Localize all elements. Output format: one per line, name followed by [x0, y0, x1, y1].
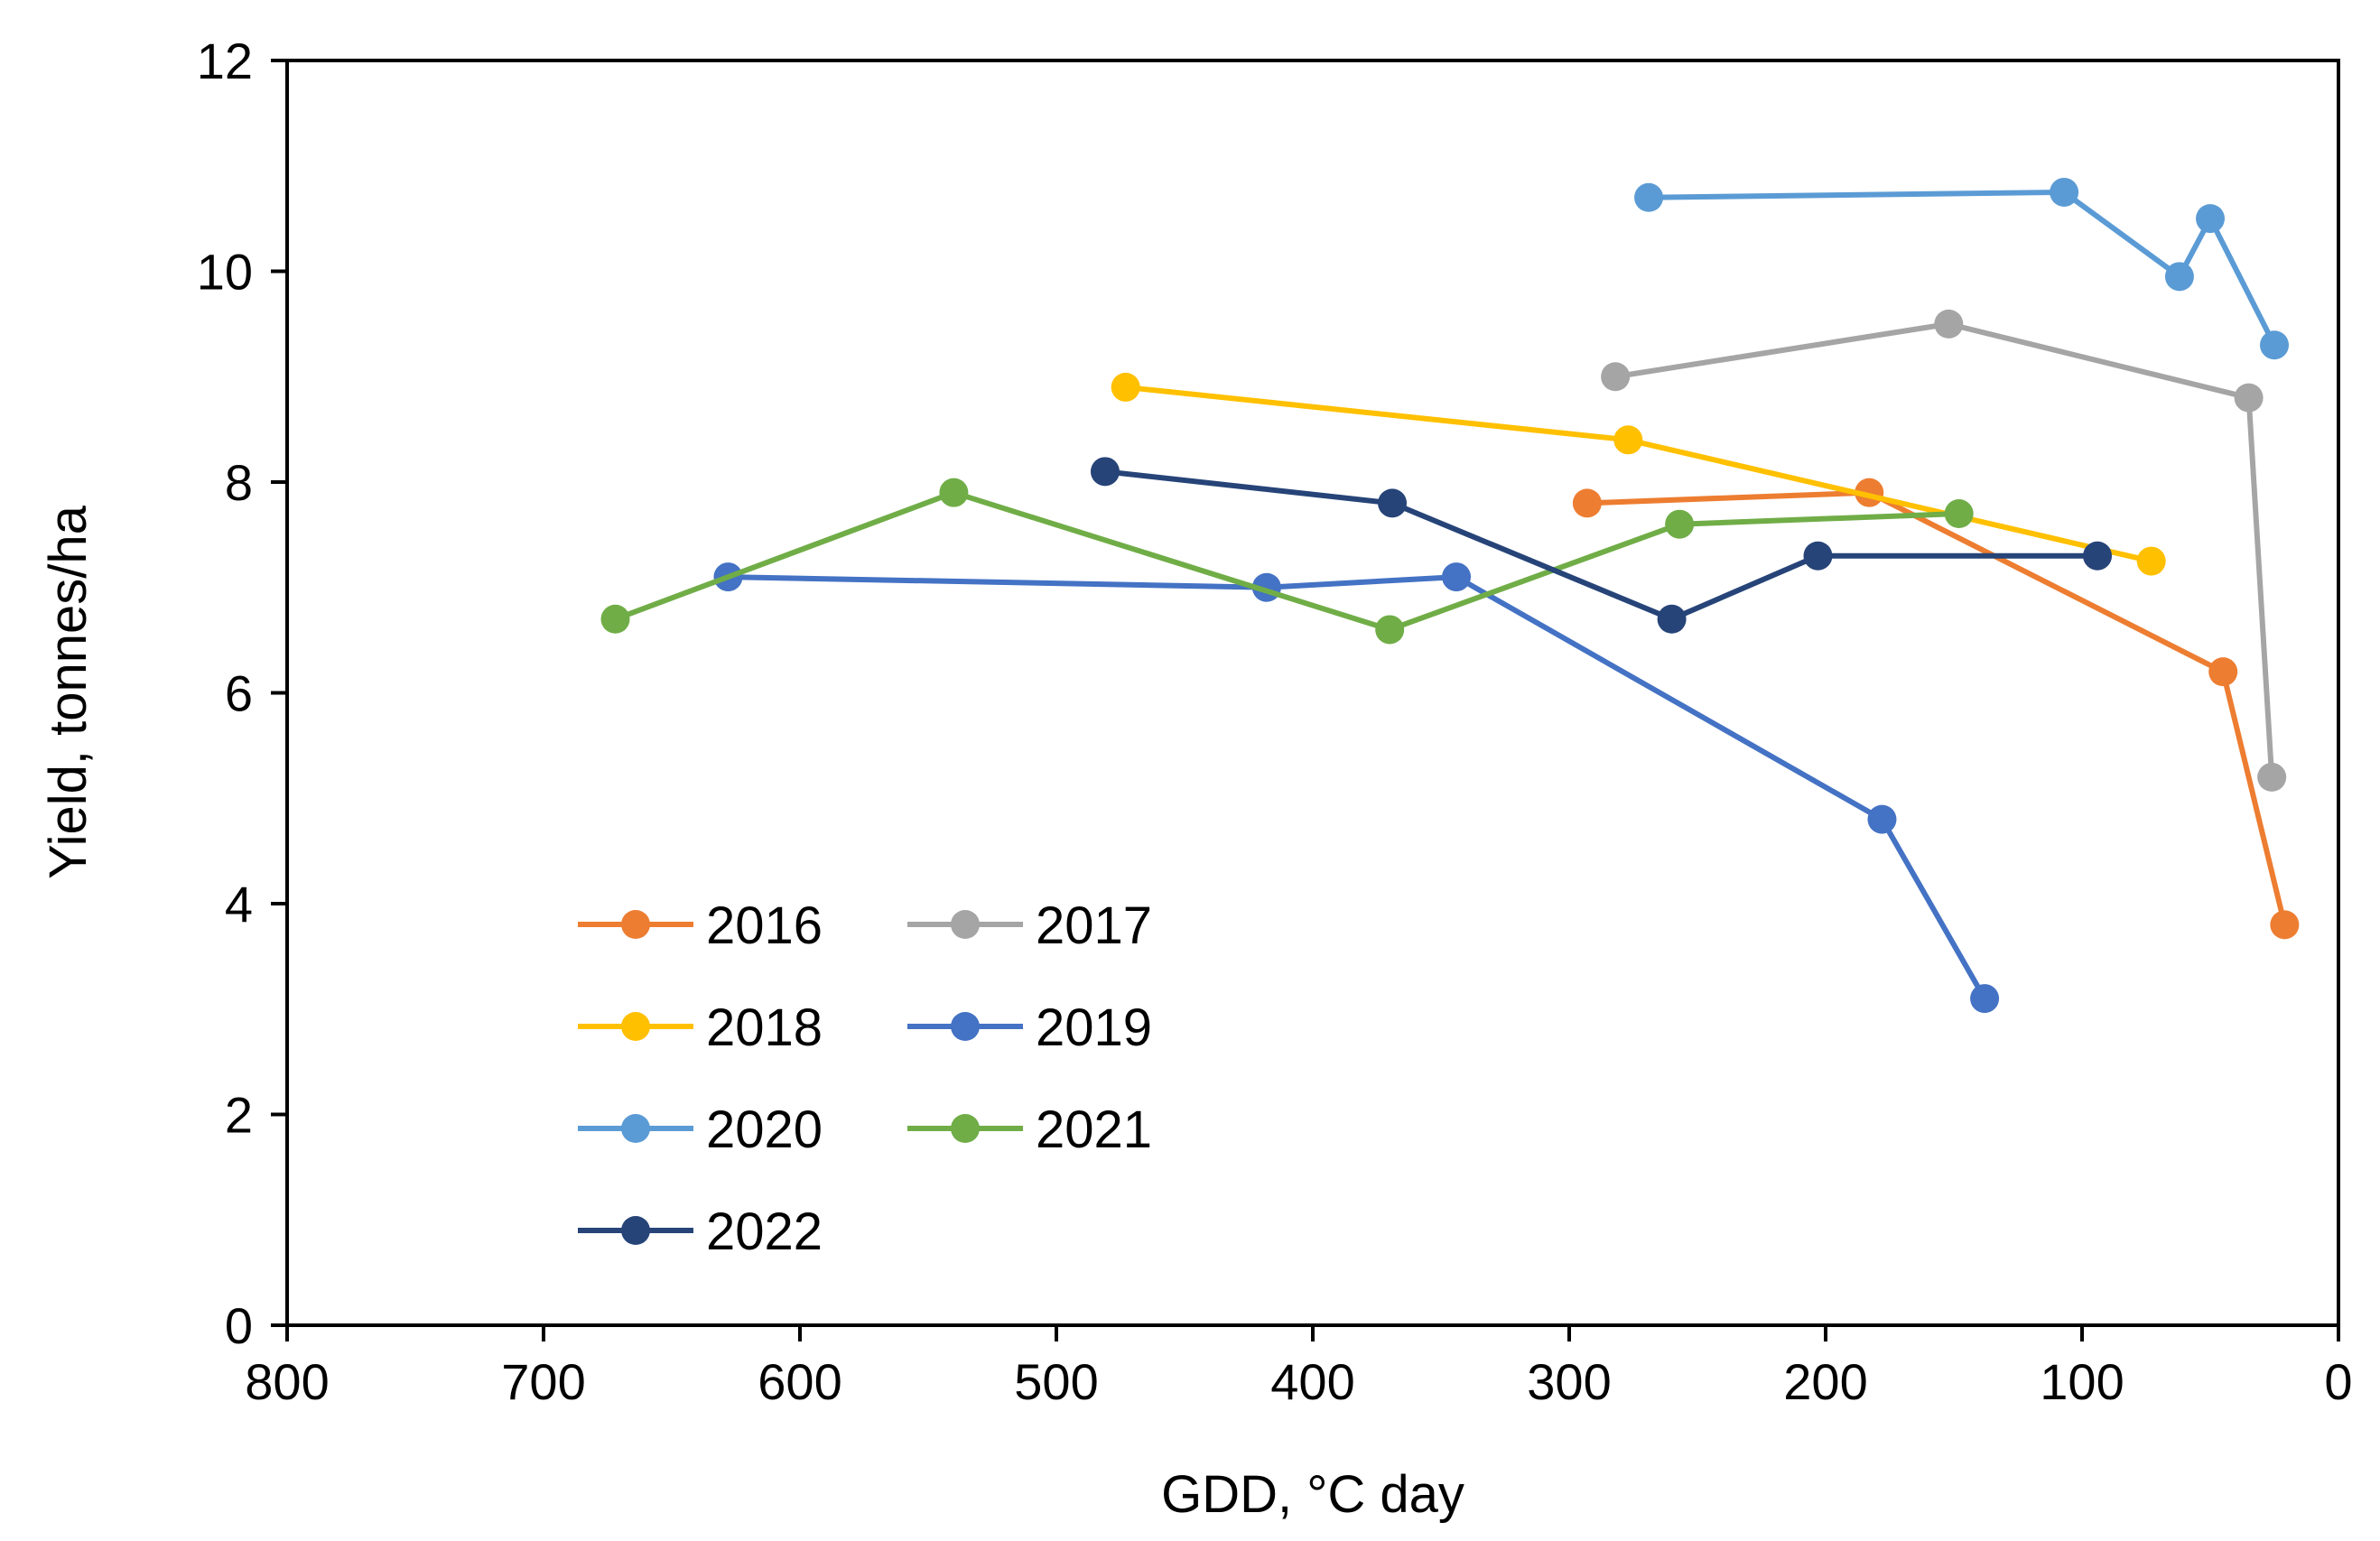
data-point — [2083, 541, 2113, 571]
data-point — [1572, 488, 1602, 518]
series-2017 — [1601, 309, 2287, 792]
x-tick-label: 100 — [2040, 1353, 2124, 1410]
y-tick-label: 12 — [197, 32, 253, 89]
x-tick-label: 700 — [501, 1353, 585, 1410]
legend-label: 2016 — [706, 896, 823, 955]
series-line-2021 — [614, 489, 1959, 633]
data-point — [2234, 383, 2264, 413]
data-point — [1613, 425, 1643, 455]
legend-label: 2022 — [706, 1202, 823, 1261]
legend-item-2021: 2021 — [907, 1100, 1152, 1159]
data-point — [1601, 362, 1631, 392]
series-line-2022 — [1104, 469, 2098, 622]
data-point — [2050, 177, 2079, 207]
data-point — [1657, 604, 1687, 634]
data-point — [1944, 499, 1974, 529]
legend-swatch-marker — [951, 910, 980, 939]
data-point — [1375, 615, 1405, 645]
legend-swatch-marker — [951, 1114, 980, 1143]
x-axis-title: GDD, °C day — [1161, 1465, 1464, 1524]
series-line-2018 — [1125, 384, 2152, 564]
legend-item-2018: 2018 — [578, 998, 823, 1057]
legend-item-2019: 2019 — [907, 998, 1152, 1057]
x-tick-label: 200 — [1783, 1353, 1867, 1410]
legend-item-2016: 2016 — [578, 896, 823, 955]
legend-label: 2021 — [1036, 1100, 1152, 1159]
data-point — [1378, 488, 1408, 518]
series-2019 — [713, 562, 2000, 1014]
data-point — [2260, 330, 2289, 360]
data-point — [1803, 541, 1833, 571]
data-point — [1442, 562, 1472, 592]
legend-label: 2017 — [1036, 896, 1152, 955]
plot-area — [285, 59, 2340, 1327]
series-2016 — [1572, 478, 2300, 940]
legend-swatch-marker — [621, 1216, 650, 1245]
x-tick-label: 300 — [1527, 1353, 1611, 1410]
y-tick-label: 2 — [225, 1087, 253, 1144]
legend-swatch-marker — [621, 910, 650, 939]
data-point — [2164, 262, 2194, 292]
series-2022 — [1090, 457, 2113, 634]
y-axis-title: Yield, tonnes/ha — [39, 505, 98, 879]
series-2021 — [600, 478, 1974, 645]
x-tick-label: 400 — [1270, 1353, 1354, 1410]
axis-ticks: 800 700 600 500 400 300 200 100 0 0 2 4 6 8 10 12 — [197, 32, 2353, 1410]
data-point — [1634, 182, 1664, 212]
series-layer — [600, 177, 2300, 1014]
legend-label: 2020 — [706, 1100, 823, 1159]
x-tick-label: 800 — [245, 1353, 329, 1410]
data-point — [600, 604, 630, 634]
x-tick-label: 600 — [758, 1353, 841, 1410]
legend-swatch-marker — [621, 1012, 650, 1041]
data-point — [2196, 204, 2225, 234]
data-point — [1867, 804, 1897, 834]
legend-swatch-marker — [951, 1012, 980, 1041]
legend-item-2017: 2017 — [907, 896, 1152, 955]
series-2020 — [1634, 177, 2289, 360]
y-tick-label: 0 — [225, 1297, 253, 1354]
series-line-2019 — [728, 574, 1987, 1000]
legend-item-2020: 2020 — [578, 1100, 823, 1159]
y-tick-label: 4 — [225, 876, 253, 933]
series-line-2017 — [1614, 320, 2275, 778]
data-point — [2208, 657, 2238, 687]
legend-label: 2018 — [706, 998, 823, 1057]
y-tick-label: 8 — [225, 454, 253, 511]
data-point — [1090, 457, 1120, 487]
data-point — [2136, 546, 2166, 576]
y-tick-label: 6 — [225, 665, 253, 722]
data-point — [939, 478, 969, 507]
x-tick-label: 500 — [1014, 1353, 1098, 1410]
y-tick-label: 10 — [197, 244, 253, 301]
data-point — [1934, 309, 1964, 339]
data-point — [1111, 372, 1140, 402]
series-line-2016 — [1586, 489, 2288, 926]
legend-item-2022: 2022 — [578, 1202, 823, 1261]
data-point — [1970, 984, 2000, 1014]
x-tick-label: 0 — [2324, 1353, 2352, 1410]
legend-swatch-marker — [621, 1114, 650, 1143]
legend-label: 2019 — [1036, 998, 1152, 1057]
data-point — [2270, 910, 2300, 940]
data-point — [1665, 509, 1695, 539]
legend: 2016 2017 2018 2019 2020 2021 2022 — [578, 896, 1152, 1261]
series-2018 — [1111, 372, 2166, 576]
data-point — [2257, 762, 2287, 792]
